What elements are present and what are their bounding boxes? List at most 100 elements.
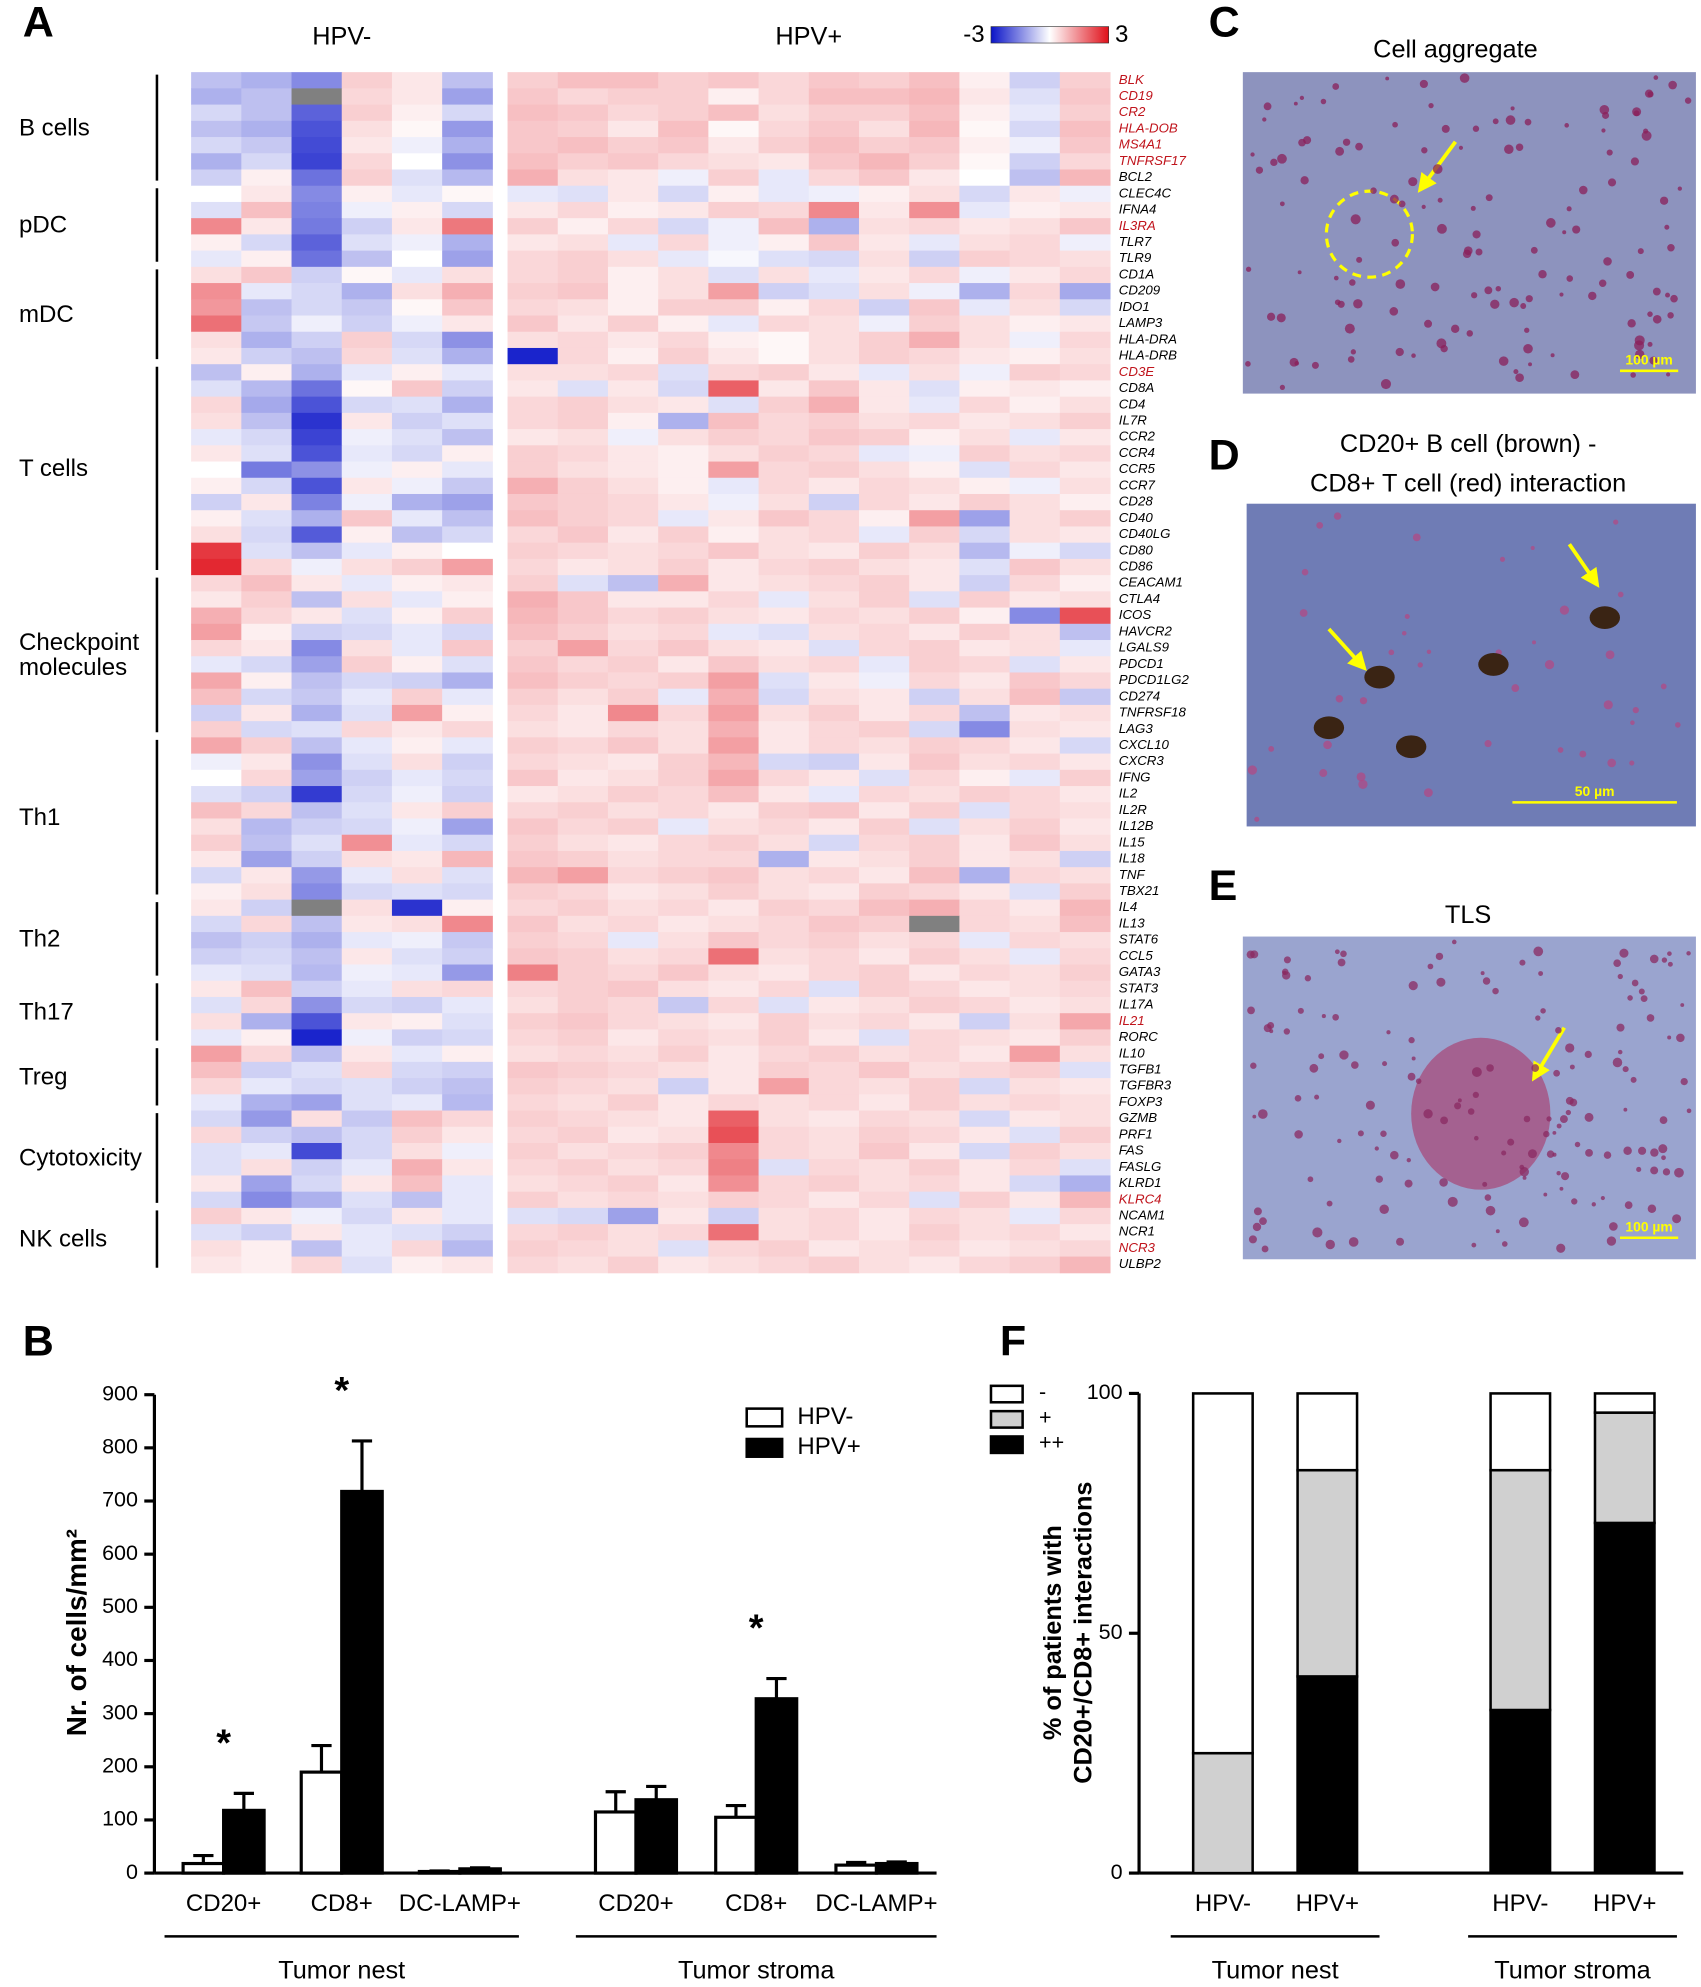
heatmap-cell — [1059, 899, 1111, 917]
heatmap-cell — [808, 704, 860, 722]
heatmap-cell — [607, 104, 659, 122]
heatmap-cell — [391, 120, 443, 138]
heatmap-cell — [808, 526, 860, 544]
heatmap-cell — [507, 493, 559, 511]
heatmap-cell — [241, 526, 293, 544]
heatmap-cell — [708, 137, 760, 154]
bar — [340, 1489, 384, 1875]
heatmap-cell — [1009, 299, 1061, 317]
heatmap-cell — [959, 769, 1011, 787]
heatmap-cell — [758, 818, 810, 836]
heatmap-cell — [808, 802, 860, 819]
heatmap-cell — [291, 656, 343, 673]
heatmap-cell — [557, 737, 609, 755]
heatmap-cell — [191, 802, 242, 819]
gene-label: CCL5 — [1119, 948, 1154, 963]
heatmap-cell — [658, 169, 709, 187]
cell-stain — [1650, 1166, 1659, 1175]
y-tick-label: 600 — [102, 1541, 138, 1565]
cell-stain — [1515, 143, 1524, 151]
heatmap-cell — [1009, 1191, 1061, 1209]
heatmap-cell — [658, 1207, 709, 1225]
cell-stain — [1588, 291, 1597, 301]
heatmap-cell — [909, 299, 960, 317]
heatmap-cell — [291, 364, 343, 381]
heatmap-cell — [1059, 623, 1111, 641]
heatmap-cell — [391, 542, 443, 560]
heatmap-cell — [442, 364, 493, 381]
heatmap-cell — [442, 477, 493, 495]
heatmap-cell — [1059, 88, 1111, 106]
heatmap-cell — [341, 996, 393, 1014]
heatmap-cell — [658, 493, 709, 511]
heatmap-cell — [341, 883, 393, 901]
heatmap-cell — [1009, 396, 1061, 414]
x-tick-label: HPV- — [1195, 1890, 1251, 1917]
heatmap-cell — [291, 542, 343, 560]
heatmap-cell — [808, 461, 860, 479]
cell-stain — [1462, 249, 1472, 259]
cell-stain — [1408, 1037, 1415, 1044]
heatmap-cell — [1009, 364, 1061, 381]
cell-stain — [1525, 295, 1533, 303]
heatmap-cell — [607, 575, 659, 592]
heatmap-cell — [442, 283, 493, 300]
heatmap-cell — [607, 477, 659, 495]
heatmap-cell — [909, 575, 960, 592]
heatmap-cell — [658, 704, 709, 722]
heatmap-cell — [191, 656, 242, 673]
heatmap-cell — [557, 137, 609, 154]
heatmap-cell — [291, 510, 343, 527]
cell-stain — [1622, 1066, 1629, 1073]
micrograph-background — [1242, 72, 1696, 394]
heatmap-cell — [858, 542, 910, 560]
heatmap-cell — [291, 737, 343, 755]
heatmap-cell — [291, 591, 343, 609]
bar — [834, 1863, 879, 1875]
heatmap-cell — [808, 1256, 860, 1274]
heatmap-cell — [341, 347, 393, 365]
heatmap-cell — [291, 218, 343, 235]
heatmap-cell — [758, 932, 810, 949]
heatmap-cell — [391, 1078, 443, 1095]
cell-stain — [1667, 961, 1673, 967]
cell-stain — [1531, 1064, 1540, 1072]
heatmap-cell — [658, 364, 709, 381]
heatmap-cell — [959, 461, 1011, 479]
cell-stain — [1458, 145, 1464, 150]
heatmap-cell — [442, 396, 493, 414]
cell-stain — [1421, 147, 1428, 154]
cell-stain — [1440, 1116, 1448, 1125]
gene-label: IL21 — [1119, 1013, 1145, 1028]
heatmap-cell — [557, 429, 609, 446]
heatmap-cell — [341, 461, 393, 479]
heatmap-cell — [442, 1110, 493, 1128]
cell-stain — [1263, 102, 1272, 111]
heatmap-cell — [808, 899, 860, 917]
heatmap-cell — [607, 364, 659, 381]
heatmap-cell — [191, 1126, 242, 1144]
heatmap-cell — [557, 802, 609, 819]
cell-stain — [1601, 128, 1606, 133]
heatmap-cell — [191, 266, 242, 284]
heatmap-cell — [341, 899, 393, 917]
heatmap-cell — [909, 980, 960, 998]
heatmap-cell — [808, 672, 860, 690]
heatmap-cell — [1009, 672, 1061, 690]
heatmap-cell — [341, 526, 393, 544]
heatmap-cell — [391, 72, 443, 89]
heatmap-cell — [391, 445, 443, 463]
heatmap-cell — [909, 218, 960, 235]
cell-stain — [1674, 1167, 1684, 1178]
heatmap-cell — [758, 883, 810, 901]
heatmap-cell — [607, 445, 659, 463]
heatmap-cell — [607, 510, 659, 527]
heatmap-cell — [1059, 996, 1111, 1014]
heatmap-cell — [442, 721, 493, 738]
heatmap-cell — [391, 88, 443, 106]
gene-label: CD3E — [1119, 364, 1155, 379]
heatmap-cell — [808, 1110, 860, 1128]
cell-stain — [1270, 158, 1278, 167]
heatmap-cell — [442, 623, 493, 641]
heatmap-cell — [658, 948, 709, 966]
